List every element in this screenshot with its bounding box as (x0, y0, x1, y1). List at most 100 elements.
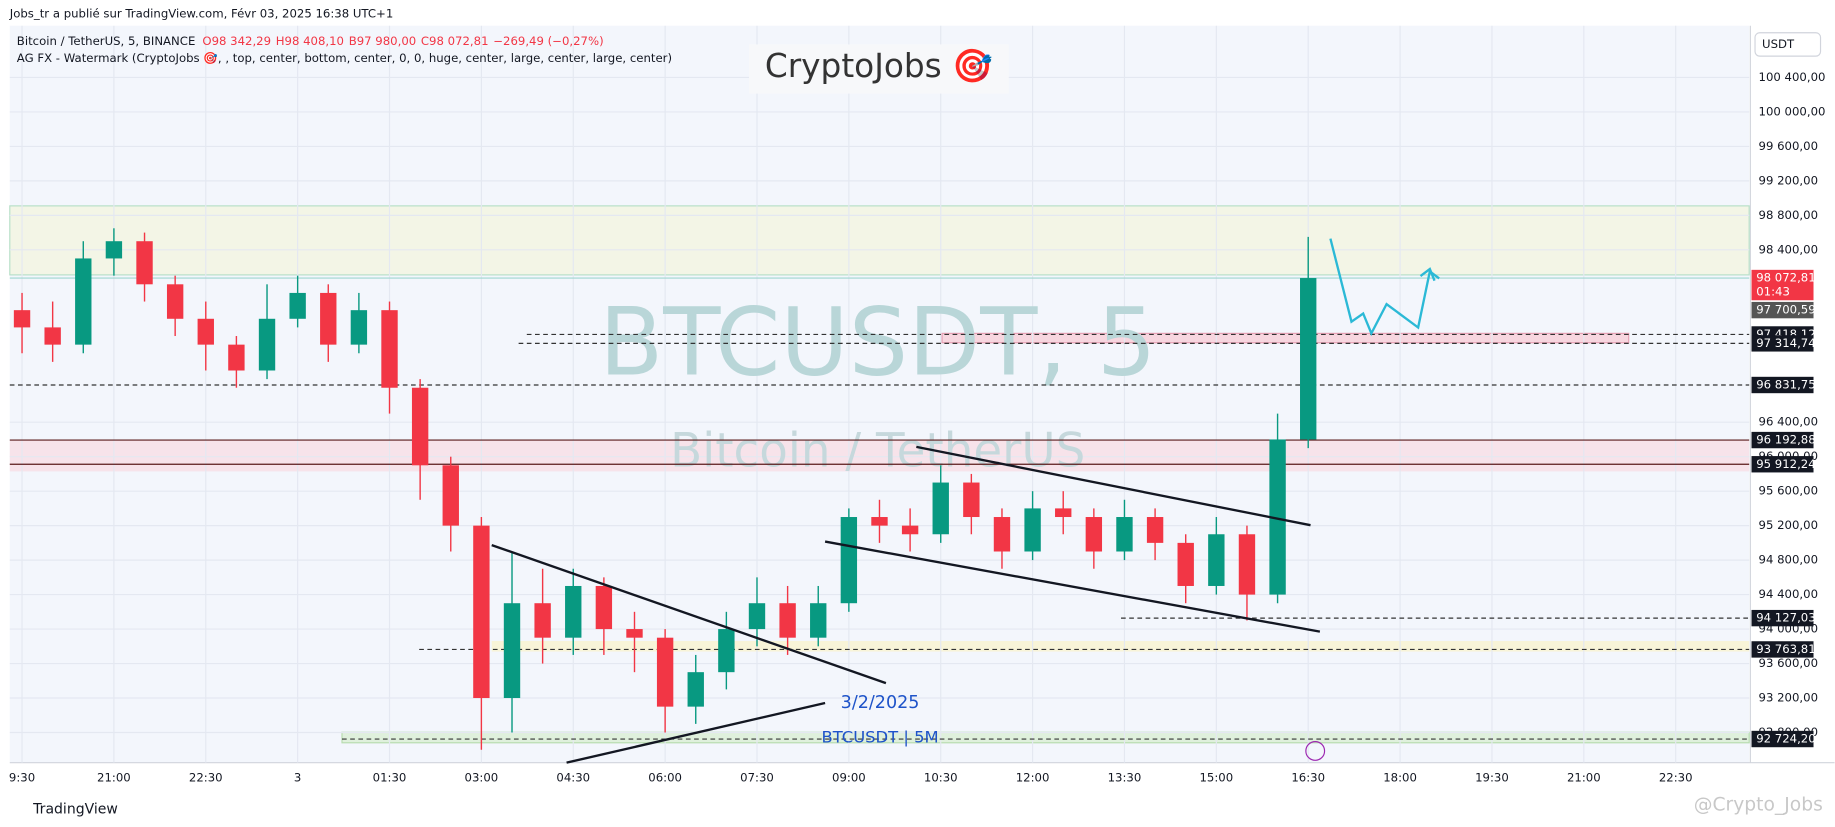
candle-body (565, 585, 582, 638)
supply-zone (9, 205, 1750, 276)
price-label-box (1751, 456, 1814, 473)
candle-body (442, 465, 459, 526)
price-label: 96 192,88 (1756, 433, 1815, 447)
x-tick-label: 19:30 (1475, 770, 1509, 784)
price-label: 92 724,20 (1756, 732, 1815, 746)
y-tick-label: 95 600,00 (1759, 484, 1818, 498)
y-tick-label: 98 800,00 (1759, 208, 1818, 222)
candle-body (932, 482, 949, 535)
y-tick-label: 94 400,00 (1759, 587, 1818, 601)
tag-annotation: BTCUSDT | 5M (822, 728, 939, 747)
x-tick-label: 10:30 (924, 770, 958, 784)
y-tick-label: 93 200,00 (1759, 691, 1818, 705)
y-tick-label: 93 600,00 (1759, 656, 1818, 670)
ohlc-low: B97 980,00 (349, 33, 417, 47)
candle-body (1116, 517, 1133, 552)
x-tick-label: 15:00 (1199, 770, 1233, 784)
x-tick-label: 01:30 (373, 770, 407, 784)
candle-body (534, 603, 551, 638)
candle-body (473, 525, 490, 699)
drawings (491, 445, 1321, 764)
x-tick-label: 03:00 (465, 770, 499, 784)
candle-body (503, 603, 521, 699)
x-tick-label: 22:30 (1659, 770, 1693, 784)
projection-path (1329, 238, 1440, 337)
candle-body (779, 603, 796, 638)
candle-body (1269, 439, 1286, 595)
y-tick-label: 100 400,00 (1759, 70, 1826, 84)
price-label-box (1751, 376, 1814, 394)
price-label-box (1751, 609, 1814, 627)
ohlc-high: H98 408,10 (276, 33, 344, 47)
price-label: 93 763,81 (1756, 642, 1815, 656)
candle-body (320, 292, 337, 345)
trend-line (491, 543, 887, 685)
y-tick-label: 99 200,00 (1759, 173, 1818, 187)
candle-body (1085, 517, 1103, 552)
candle-body (105, 241, 123, 259)
x-tick-label: 16:30 (1291, 770, 1325, 784)
candle-body (75, 258, 92, 345)
trend-line (566, 701, 826, 764)
date-annotation: 3/2/2025 (841, 693, 920, 713)
yellow-zone (491, 641, 1750, 652)
pink-zone (941, 332, 1630, 344)
candle-body (1055, 508, 1072, 518)
candle-body (289, 292, 306, 319)
candle-body (1146, 517, 1164, 543)
price-label-box (1751, 269, 1814, 301)
price-label: 97 700,59 (1756, 303, 1815, 317)
projection-arrow (1419, 267, 1436, 282)
candle-body (258, 318, 276, 371)
ohlc-change: −269,49 (−0,27%) (493, 33, 603, 47)
candle-body (901, 525, 919, 535)
y-tick-label: 96 400,00 (1759, 415, 1818, 429)
candle-body (993, 517, 1011, 552)
symbol-name: Bitcoin / TetherUS, 5, BINANCE (17, 33, 196, 47)
y-tick-label: 99 600,00 (1759, 139, 1818, 153)
watermark-brand: CryptoJobs 🎯 (765, 47, 993, 85)
candle-body (595, 585, 613, 630)
price-label-box (1751, 335, 1814, 352)
x-tick-label: 06:00 (648, 770, 682, 784)
zones (9, 205, 1750, 744)
x-tick-label: 13:30 (1108, 770, 1142, 784)
candle-body (166, 284, 184, 319)
x-tick-label: 9:30 (9, 770, 35, 784)
price-label-box (1751, 431, 1814, 449)
countdown: 01:43 (1756, 285, 1790, 299)
x-tick-label: 21:00 (1567, 770, 1601, 784)
candle-body (381, 310, 398, 388)
plot-area (9, 25, 1750, 763)
trend-line (824, 540, 1321, 633)
candle-body (687, 672, 704, 707)
x-tick-label: 04:30 (556, 770, 590, 784)
x-tick-label: 09:00 (832, 770, 866, 784)
price-label: 97 314,74 (1756, 336, 1815, 350)
currency-button[interactable] (1754, 32, 1822, 57)
y-tick-label: 98 400,00 (1759, 242, 1818, 256)
candle-body (718, 629, 735, 673)
green-zone (341, 731, 1750, 744)
price-label: 95 912,24 (1756, 457, 1815, 471)
price-label-box (1751, 301, 1814, 319)
ohlc-close: C98 072,81 (421, 33, 489, 47)
grid (9, 25, 1750, 763)
x-tick-label: 22:30 (189, 770, 223, 784)
x-tick-label: 21:00 (97, 770, 131, 784)
event-icon[interactable] (1305, 741, 1326, 761)
candle-body (228, 344, 245, 371)
candle-body (1238, 534, 1256, 595)
candle-body (44, 327, 61, 345)
candle-body (1177, 542, 1194, 586)
candle-body (1024, 508, 1041, 552)
trend-line (916, 445, 1311, 527)
candle-body (840, 517, 858, 604)
x-tick-label: 3 (294, 770, 301, 784)
y-tick-label: 94 800,00 (1759, 553, 1818, 567)
x-tick-label: 12:00 (1016, 770, 1050, 784)
watermark-name: Bitcoin / TetherUS (670, 424, 1085, 478)
candle-body (963, 482, 980, 518)
candle-body (748, 603, 766, 630)
